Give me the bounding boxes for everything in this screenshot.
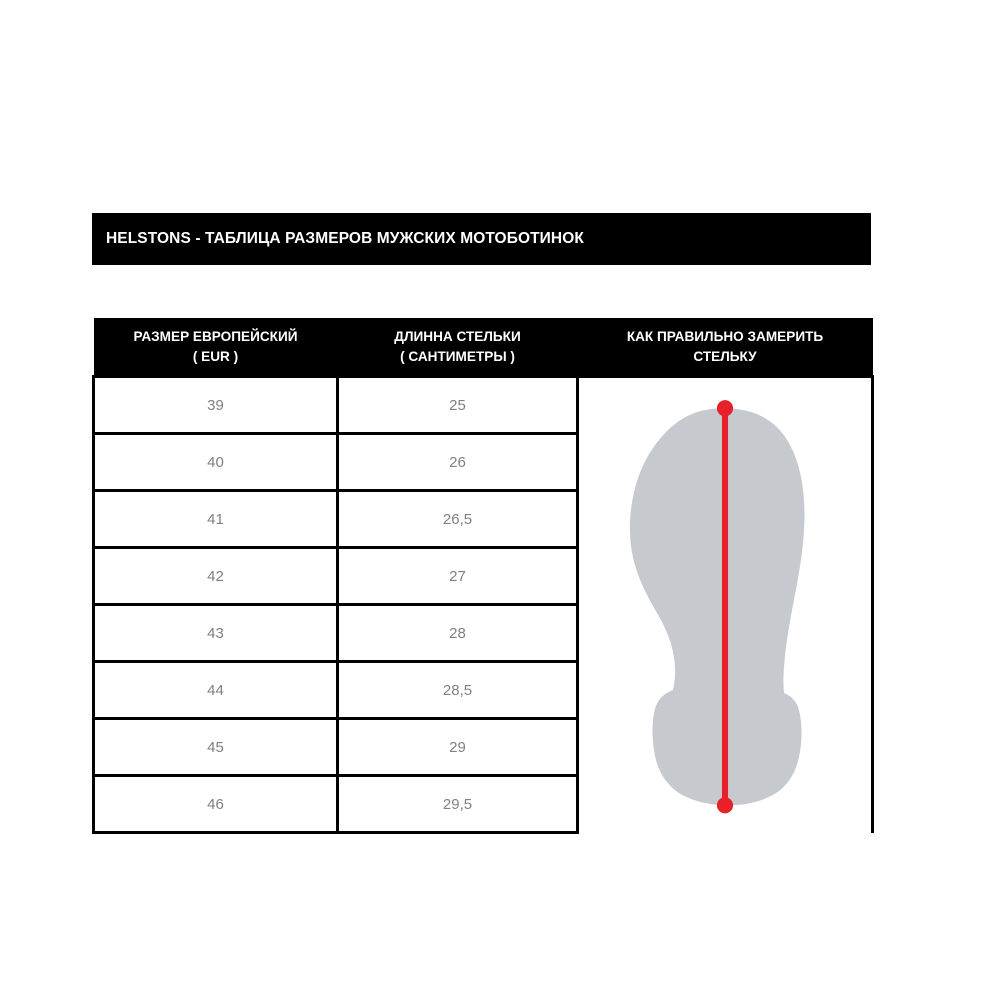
column-header-how-to-measure-line2: СТЕЛЬКУ — [693, 348, 757, 364]
column-header-eur-line1: РАЗМЕР ЕВРОПЕЙСКИЙ — [133, 329, 298, 345]
cell-cm: 28,5 — [336, 660, 579, 720]
table-row: 45 29 — [92, 717, 873, 777]
insole-diagram-svg — [629, 400, 805, 814]
insole-shape — [629, 408, 805, 806]
size-chart: HELSTONS - ТАБЛИЦА РАЗМЕРОВ МУЖСКИХ МОТО… — [92, 213, 874, 834]
table-header-row: РАЗМЕР ЕВРОПЕЙСКИЙ ( EUR ) ДЛИННА СТЕЛЬК… — [93, 318, 873, 377]
cell-eur: 41 — [92, 489, 339, 549]
table-row: 46 29,5 — [92, 774, 873, 834]
cell-eur: 39 — [92, 375, 339, 435]
column-header-eur: РАЗМЕР ЕВРОПЕЙСКИЙ ( EUR ) — [93, 318, 338, 377]
page-title: HELSTONS - ТАБЛИЦА РАЗМЕРОВ МУЖСКИХ МОТО… — [106, 230, 584, 247]
table-row: 40 26 — [92, 432, 873, 492]
table-row: 42 27 — [92, 546, 873, 606]
column-header-insole-length-line1: ДЛИННА СТЕЛЬКИ — [394, 329, 521, 345]
table-header: РАЗМЕР ЕВРОПЕЙСКИЙ ( EUR ) ДЛИННА СТЕЛЬК… — [93, 318, 873, 377]
column-header-how-to-measure-line1: КАК ПРАВИЛЬНО ЗАМЕРИТЬ — [626, 329, 824, 345]
table-row: 43 28 — [92, 603, 873, 663]
cell-cm: 26 — [336, 432, 579, 492]
cell-cm: 27 — [336, 546, 579, 606]
size-table: РАЗМЕР ЕВРОПЕЙСКИЙ ( EUR ) ДЛИННА СТЕЛЬК… — [92, 318, 874, 834]
insole-illustration — [579, 378, 871, 833]
cell-eur: 42 — [92, 546, 339, 606]
cell-cm: 28 — [336, 603, 579, 663]
measure-endpoint-bottom — [716, 797, 734, 814]
column-header-how-to-measure: КАК ПРАВИЛЬНО ЗАМЕРИТЬ СТЕЛЬКУ — [577, 318, 873, 377]
cell-cm: 29,5 — [336, 774, 579, 834]
table-row: 39 25 — [92, 375, 874, 833]
column-header-insole-length-line2: ( САНТИМЕТРЫ ) — [400, 348, 515, 364]
cell-cm: 26,5 — [336, 489, 579, 549]
column-header-eur-line2: ( EUR ) — [192, 348, 239, 364]
cell-eur: 46 — [92, 774, 339, 834]
cell-eur: 45 — [92, 717, 339, 777]
table-body: 39 25 — [92, 375, 874, 834]
cell-eur: 40 — [92, 432, 339, 492]
measure-endpoint-top — [716, 400, 734, 417]
title-table-spacer — [92, 265, 871, 318]
chart-title-bar: HELSTONS - ТАБЛИЦА РАЗМЕРОВ МУЖСКИХ МОТО… — [92, 213, 871, 265]
cell-eur: 44 — [92, 660, 339, 720]
table-row: 44 28,5 — [92, 660, 873, 720]
cell-eur: 43 — [92, 603, 339, 663]
insole-illustration-cell — [576, 375, 874, 833]
column-header-insole-length: ДЛИННА СТЕЛЬКИ ( САНТИМЕТРЫ ) — [337, 318, 578, 377]
cell-cm: 25 — [336, 375, 579, 435]
cell-cm: 29 — [336, 717, 579, 777]
table-row: 41 26,5 — [92, 489, 873, 549]
